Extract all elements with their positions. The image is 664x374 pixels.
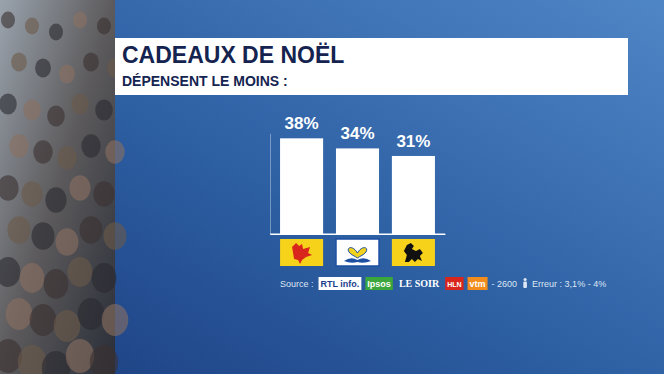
photo-head [32,222,55,250]
logo-box [365,277,393,290]
source-error: Erreur : 3,1% - 4% [532,279,606,289]
photo-head [59,65,75,84]
photo-head [6,298,33,330]
source-logo: LE SOIR [399,278,440,289]
photo-head [83,53,99,72]
photo-head [30,304,57,336]
photo [0,0,128,374]
photo-head [35,59,51,78]
photo-head [0,175,19,200]
title-box [115,38,628,95]
data-label: 34% [340,124,374,143]
logo-box [468,277,488,290]
source-logo: vtm [470,279,486,289]
photo-head [78,298,105,330]
source-logo: RTL info. [321,279,360,289]
logo-box [319,277,362,290]
photo-head [49,24,63,41]
photo-head [93,181,114,206]
bar [392,156,435,234]
photo-head [45,187,66,212]
bar [336,148,379,234]
photo-head [66,339,94,373]
photo-head [90,345,118,374]
flag-wave [344,258,371,263]
source-logo: Ipsos [367,279,391,289]
baseline [270,233,445,234]
x-axis [271,234,446,236]
data-labels: 38% 34% 31% [285,114,431,151]
bar [280,138,323,234]
photo-head [80,216,103,244]
source: Source : RTL info. Ipsos LE SOIR HLN vtm - 260… [280,277,606,290]
photo-head [21,181,42,206]
photo-head [33,140,52,163]
source-label: Source : [280,279,314,289]
flag-iris [348,248,366,258]
photo-head [71,93,89,114]
background [0,0,664,374]
photo-head [9,134,28,157]
photo-head [92,263,117,293]
photo-head [44,269,69,299]
photo-head [69,175,90,200]
logo-box [445,277,463,290]
person-icon [523,278,527,288]
x-axis-line [271,234,446,235]
photo-head [56,228,79,256]
flag [392,239,435,266]
photo-head [0,257,20,287]
photo-head [0,93,17,114]
photo-head [57,146,76,169]
photo-head [47,105,65,126]
photo-head [11,53,27,72]
photo-head [68,257,93,287]
flags [280,239,435,266]
flag [280,239,323,266]
data-label: 38% [285,114,319,133]
title: CADEAUX DE NOËL [122,42,344,68]
data-label: 31% [396,132,430,151]
photo-head [104,222,127,250]
photo-head [95,99,113,120]
person-head [524,278,527,281]
flag-lion [404,243,423,262]
baseline-group [270,234,445,235]
photo-head [105,140,124,163]
flag [336,239,379,266]
bars [280,138,435,234]
photo-head [102,304,129,336]
source-sample: - 2600 [492,279,518,289]
flag-bg [280,239,323,266]
photo-head [23,99,41,120]
photo-head [81,134,100,157]
flag-rooster [292,243,312,264]
photo-head [73,12,87,29]
subtitle: DÉPENSENT LE MOINS : [122,73,288,89]
y-axis [270,134,272,235]
chart: CADEAUX DE NOËL DÉPENSENT LE MOINS : 38% 34… [0,0,664,374]
flag-bg [392,239,435,266]
flag-bg [336,239,379,266]
source-logo: HLN [447,281,461,288]
y-axis-line [270,134,271,235]
photo-head [20,263,45,293]
photo-head [54,310,81,342]
photo-head [97,18,111,35]
photo-head [8,216,31,244]
photo-head [1,12,15,29]
person-body [523,282,527,289]
photo-head [25,18,39,35]
